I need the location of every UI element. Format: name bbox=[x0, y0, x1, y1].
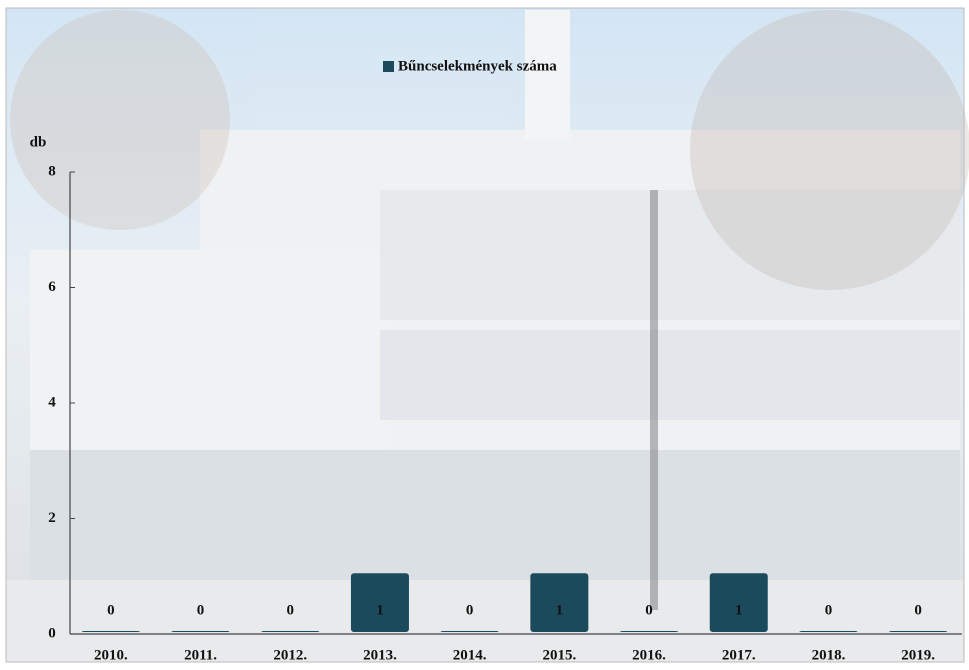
data-label: 1 bbox=[556, 602, 564, 618]
x-tick-label: 2017. bbox=[722, 647, 756, 663]
y-tick-label: 6 bbox=[48, 279, 56, 295]
x-tick-label: 2018. bbox=[812, 647, 846, 663]
data-label: 0 bbox=[914, 602, 922, 618]
y-tick-label: 8 bbox=[48, 163, 56, 179]
bar bbox=[350, 573, 409, 632]
data-label: 1 bbox=[376, 602, 384, 618]
x-tick-label: 2011. bbox=[184, 647, 217, 663]
bar bbox=[530, 573, 589, 632]
data-label: 0 bbox=[287, 602, 295, 618]
bar bbox=[81, 631, 140, 632]
frame bbox=[5, 7, 965, 663]
bar bbox=[709, 573, 768, 632]
data-label: 0 bbox=[107, 602, 115, 618]
bar bbox=[261, 631, 320, 632]
y-axis-label: db bbox=[30, 134, 47, 150]
bar bbox=[889, 631, 948, 632]
legend-label: Bűncselekmények száma bbox=[398, 58, 557, 74]
y-tick-label: 0 bbox=[48, 625, 56, 641]
data-label: 0 bbox=[825, 602, 833, 618]
bar bbox=[620, 631, 679, 632]
data-label: 0 bbox=[197, 602, 205, 618]
bar bbox=[799, 631, 858, 632]
x-tick-label: 2010. bbox=[94, 647, 128, 663]
data-label: 1 bbox=[735, 602, 743, 618]
data-label: 0 bbox=[645, 602, 653, 618]
bar bbox=[171, 631, 230, 632]
data-label: 0 bbox=[466, 602, 474, 618]
background-photo bbox=[6, 8, 969, 662]
bar bbox=[440, 631, 499, 632]
x-tick-label: 2012. bbox=[273, 647, 307, 663]
legend-swatch bbox=[383, 61, 394, 72]
x-tick-label: 2014. bbox=[453, 647, 487, 663]
x-tick-label: 2013. bbox=[363, 647, 397, 663]
x-tick-label: 2015. bbox=[542, 647, 576, 663]
x-tick-label: 2016. bbox=[632, 647, 666, 663]
y-tick-label: 2 bbox=[48, 510, 56, 526]
x-tick-label: 2019. bbox=[901, 647, 935, 663]
y-tick-label: 4 bbox=[48, 394, 56, 410]
